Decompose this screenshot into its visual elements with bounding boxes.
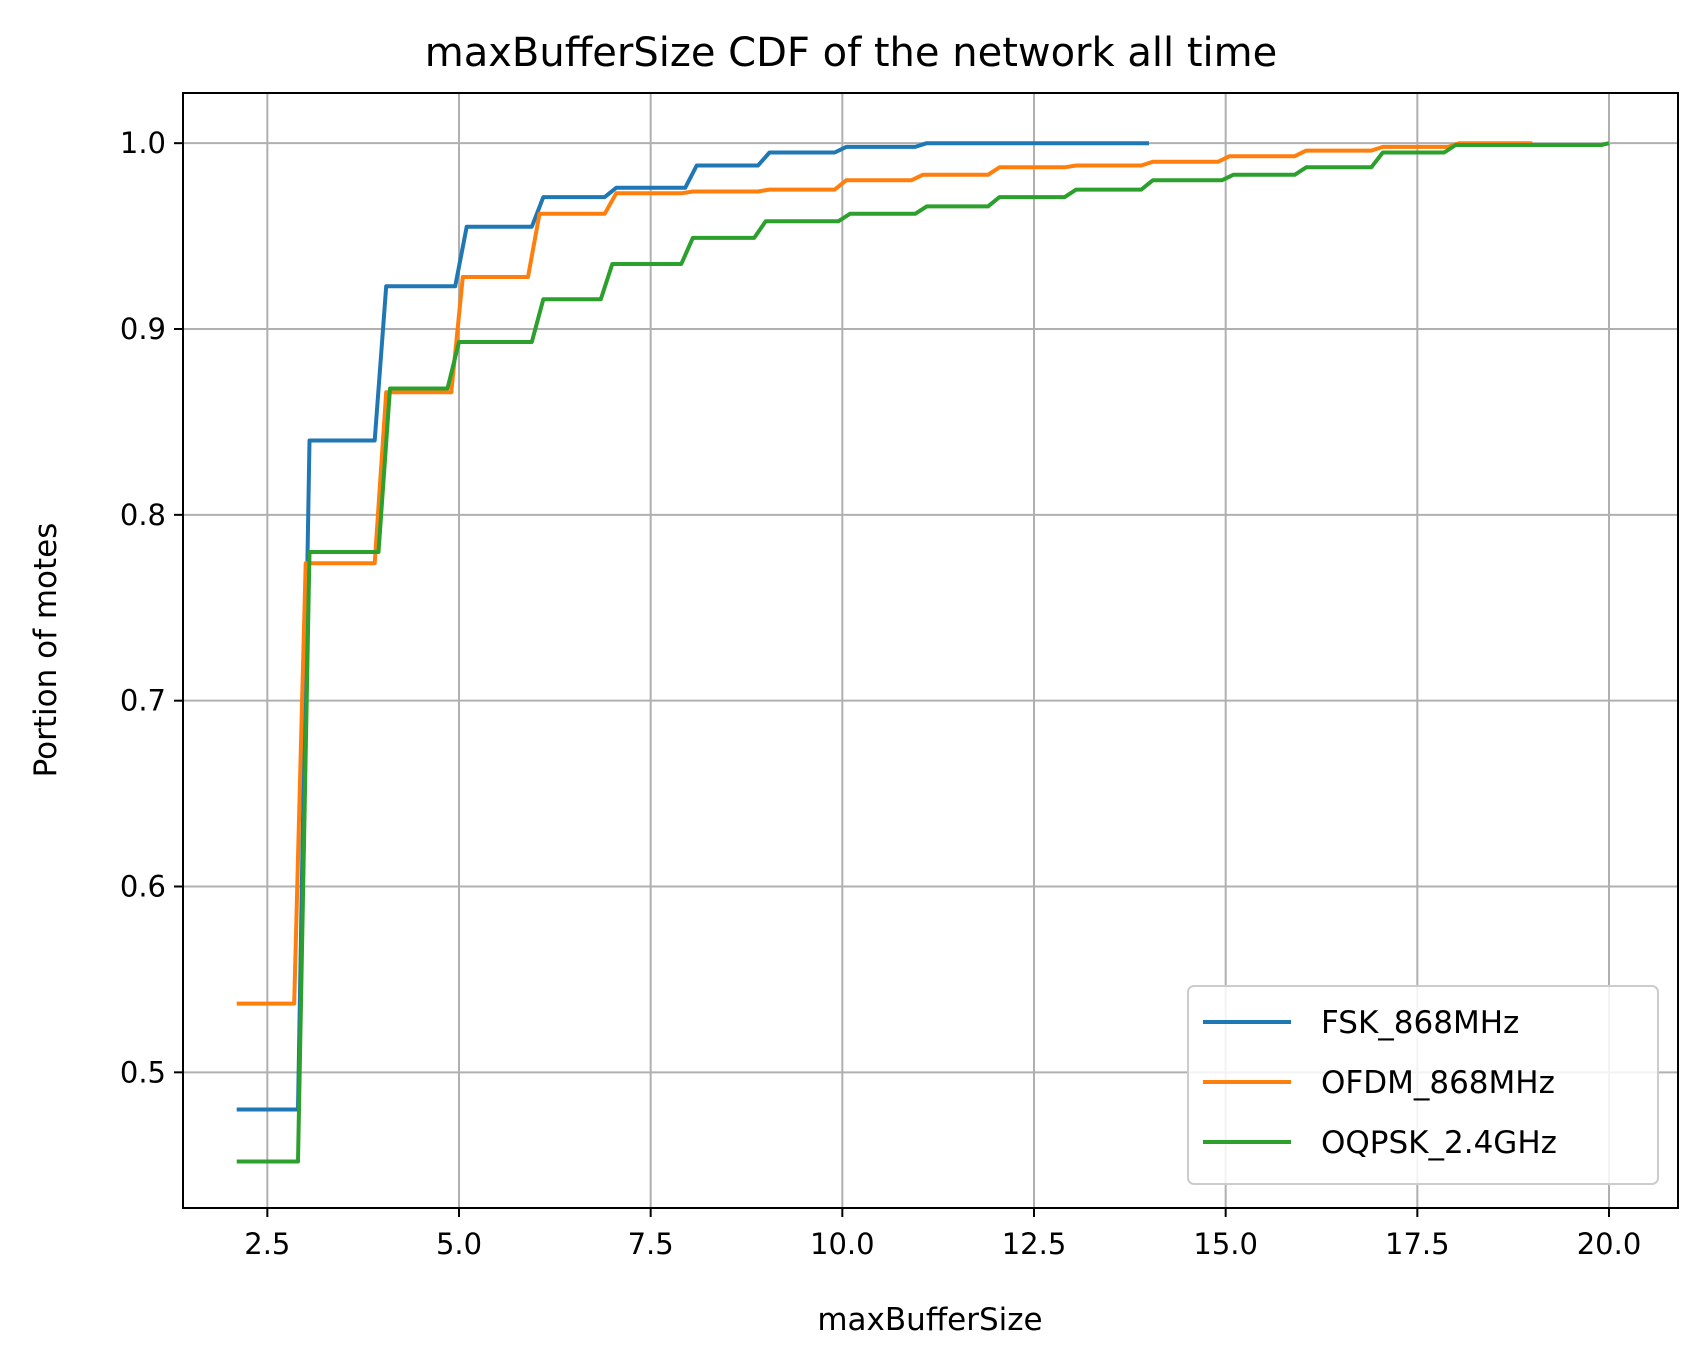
legend-label: FSK_868MHz [1321,1005,1519,1041]
x-tick-label: 15.0 [1193,1227,1258,1261]
series-lines [236,141,1610,1164]
x-tick-label: 12.5 [1002,1227,1067,1261]
y-tick-label: 0.8 [120,498,166,532]
x-axis-label: maxBufferSize [817,1302,1042,1338]
y-tick-label: 0.7 [120,684,166,718]
legend: FSK_868MHz OFDM_868MHz OQPSK_2.4GHz [1187,985,1659,1185]
x-tick-label: 5.0 [436,1227,482,1261]
x-tick-label: 17.5 [1385,1227,1450,1261]
chart-title: maxBufferSize CDF of the network all tim… [425,30,1277,76]
axis-ticks: 2.5 5.0 7.5 10.0 12.5 15.0 17.5 20.0 0.5 0.6 0.7 0.… [120,126,1641,1261]
x-tick-label: 7.5 [628,1227,674,1261]
legend-label: OQPSK_2.4GHz [1321,1125,1557,1161]
y-tick-label: 0.9 [120,312,166,346]
y-axis-label: Portion of motes [28,523,64,778]
x-tick-label: 2.5 [244,1227,290,1261]
series-line-fsk-868mhz [236,141,1149,1112]
series-line-oqpsk-2-4ghz [236,141,1610,1164]
x-tick-label: 10.0 [810,1227,875,1261]
legend-box [1187,985,1659,1185]
y-tick-label: 0.5 [120,1055,166,1089]
series-line-ofdm-868mhz [236,141,1533,1006]
x-tick-label: 20.0 [1577,1227,1642,1261]
legend-label: OFDM_868MHz [1321,1065,1555,1101]
y-tick-label: 1.0 [120,126,166,160]
y-tick-label: 0.6 [120,870,166,904]
plot-frame [182,92,1679,1209]
